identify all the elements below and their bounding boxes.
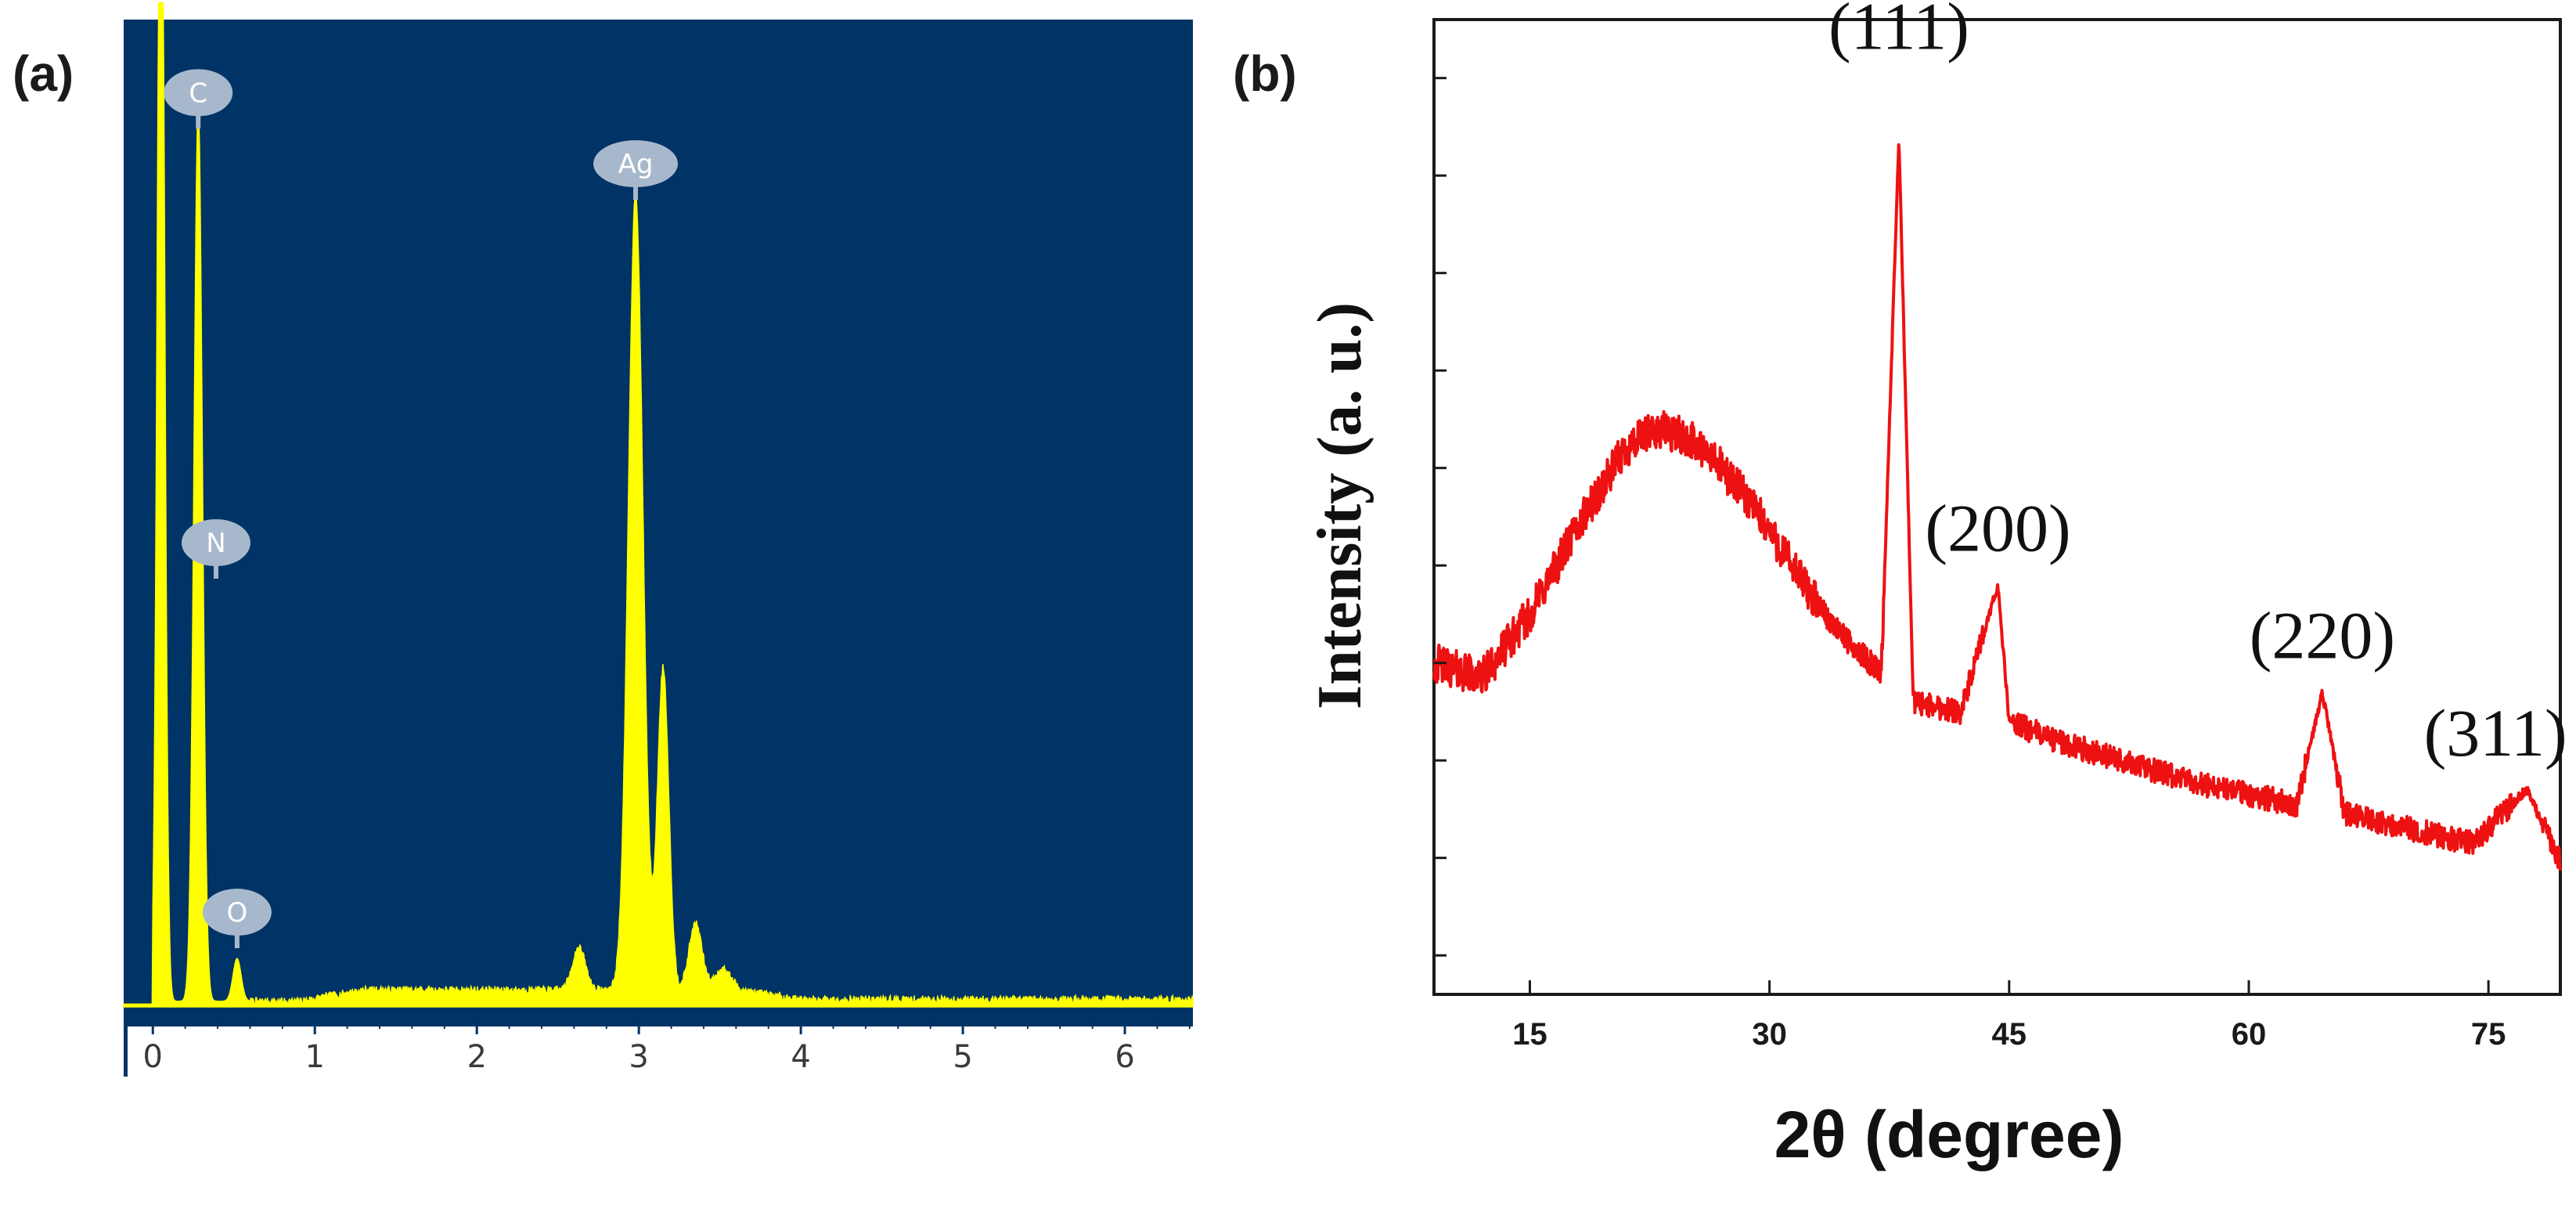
eds-x-minor-tick (1188, 1022, 1191, 1029)
eds-x-minor-tick (767, 1022, 769, 1029)
eds-x-minor-tick (346, 1022, 348, 1029)
eds-x-tick-label: 0 (143, 1039, 163, 1075)
eds-chart: C N O Ag 0 1 2 3 4 5 6 (123, 2, 1194, 1077)
eds-element-markers: C N O Ag (164, 69, 679, 948)
eds-x-minor-tick (1026, 1022, 1029, 1029)
eds-x-tick-label: 3 (629, 1039, 648, 1075)
element-marker-o: O (202, 889, 272, 948)
eds-x-tick-mark (637, 1022, 640, 1034)
xrd-x-axis-title: 2θ (degree) (1774, 1098, 2124, 1171)
xrd-x-tick-label: 45 (1992, 1017, 2027, 1052)
element-marker-badge (202, 889, 272, 936)
xrd-ticks-layer: 15 30 45 60 75 (1434, 77, 2506, 1052)
eds-spectrum-layer (123, 2, 1194, 1008)
element-marker-n: N (181, 519, 250, 579)
xrd-x-tick-label: 15 (1512, 1017, 1547, 1052)
eds-x-tick-label: 4 (791, 1039, 810, 1075)
eds-x-axis-line (124, 1022, 1193, 1026)
eds-spectrum (123, 2, 1194, 1008)
element-marker-stem (234, 928, 240, 948)
eds-x-minor-tick (1059, 1022, 1061, 1029)
eds-x-minor-tick (702, 1022, 704, 1029)
eds-x-minor-tick (897, 1022, 899, 1029)
eds-x-minor-tick (379, 1022, 381, 1029)
xrd-x-tick-label: 75 (2471, 1017, 2506, 1052)
xrd-peak-label: (311) (2424, 695, 2567, 770)
element-marker-text: Ag (618, 149, 654, 180)
eds-x-minor-tick (1091, 1022, 1093, 1029)
eds-x-axis-left-edge (124, 1022, 128, 1077)
xrd-x-tick-label: 30 (1752, 1017, 1787, 1052)
xrd-peak-label: (111) (1828, 0, 1969, 63)
eds-x-minor-tick (929, 1022, 931, 1029)
xrd-peak-label: (200) (1925, 491, 2070, 566)
eds-x-tick-label: 1 (304, 1039, 324, 1075)
eds-x-tick-label: 6 (1115, 1039, 1134, 1075)
element-marker-text: C (189, 78, 207, 109)
xrd-line-layer (1432, 143, 2562, 871)
element-marker-badge (181, 519, 250, 567)
panel-a-label: (a) (13, 45, 74, 102)
element-marker-badge (593, 140, 679, 188)
element-marker-text: N (206, 528, 225, 559)
xrd-peak-label: (220) (2250, 597, 2395, 673)
element-marker-stem (196, 108, 201, 129)
eds-x-tick-mark (313, 1022, 316, 1034)
eds-x-tick-mark (151, 1022, 154, 1034)
eds-x-minor-tick (508, 1022, 510, 1029)
xrd-series-line (1432, 143, 2562, 871)
eds-x-minor-tick (217, 1022, 219, 1029)
element-marker-badge (164, 69, 233, 117)
eds-x-minor-tick (1156, 1022, 1158, 1029)
eds-x-minor-tick (605, 1022, 607, 1029)
eds-x-tick-label: 2 (467, 1039, 486, 1075)
eds-x-minor-tick (540, 1022, 542, 1029)
eds-x-minor-tick (443, 1022, 445, 1029)
xrd-chart: 15 30 45 60 75 (111) (200) (220) (311) 2θ (degr… (1306, 0, 2567, 1171)
eds-x-tick-label: 5 (953, 1039, 972, 1075)
eds-x-minor-tick (735, 1022, 737, 1029)
eds-x-tick-mark (475, 1022, 478, 1034)
eds-x-minor-tick (184, 1022, 186, 1029)
panel-b-label: (b) (1233, 45, 1297, 102)
eds-x-minor-tick (249, 1022, 251, 1029)
eds-x-tick-mark (961, 1022, 964, 1034)
element-marker-stem (633, 179, 639, 200)
element-marker-c: C (164, 69, 233, 129)
eds-x-minor-tick (411, 1022, 413, 1029)
element-marker-text: O (226, 897, 247, 929)
eds-x-minor-tick (864, 1022, 866, 1029)
eds-x-tick-mark (1123, 1022, 1126, 1034)
xrd-plot-frame (1432, 18, 2562, 996)
element-marker-ag: Ag (593, 140, 679, 200)
eds-x-minor-tick (281, 1022, 283, 1029)
eds-x-minor-tick (670, 1022, 672, 1029)
xrd-y-axis-title: Intensity (a. u.) (1306, 302, 1374, 709)
eds-x-axis: 0 1 2 3 4 5 6 (124, 1022, 1193, 1077)
eds-x-tick-mark (799, 1022, 802, 1034)
xrd-x-tick-label: 60 (2232, 1017, 2267, 1052)
eds-x-minor-tick (832, 1022, 834, 1029)
eds-x-minor-tick (573, 1022, 575, 1029)
eds-x-minor-tick (994, 1022, 996, 1029)
xrd-peak-labels: (111) (200) (220) (311) (1828, 0, 2567, 770)
element-marker-stem (213, 558, 218, 579)
